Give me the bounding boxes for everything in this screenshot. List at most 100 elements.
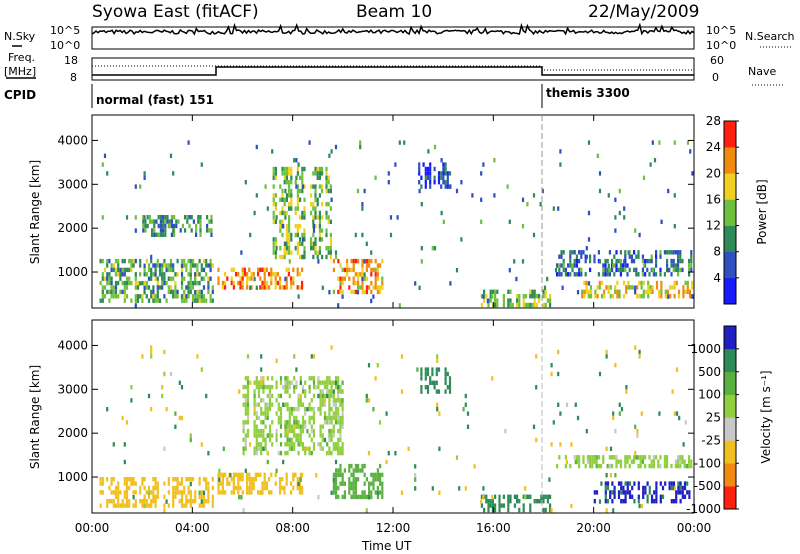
range-gate-cell bbox=[123, 272, 126, 277]
y-tick-label: 1000 bbox=[57, 470, 88, 484]
range-gate-cell bbox=[357, 494, 360, 500]
range-gate-cell bbox=[316, 250, 319, 255]
range-gate-cell bbox=[354, 485, 357, 491]
range-gate-cell bbox=[328, 406, 331, 412]
range-gate-cell bbox=[591, 463, 594, 469]
range-gate-cell bbox=[363, 463, 366, 469]
range-gate-cell bbox=[600, 481, 603, 486]
range-gate-cell bbox=[636, 433, 639, 438]
range-gate-cell bbox=[334, 415, 338, 421]
range-gate-cell bbox=[633, 455, 636, 460]
range-gate-cell bbox=[156, 294, 159, 299]
range-gate-cell bbox=[640, 280, 643, 286]
range-gate-cell bbox=[284, 433, 287, 438]
range-gate-cell bbox=[152, 263, 155, 268]
range-gate-cell bbox=[343, 490, 346, 495]
range-gate-cell bbox=[110, 294, 113, 299]
range-gate-cell bbox=[626, 272, 629, 277]
range-gate-cell bbox=[286, 442, 289, 447]
range-gate-cell bbox=[365, 477, 368, 482]
range-gate-cell bbox=[433, 144, 437, 150]
range-gate-cell bbox=[312, 376, 316, 381]
range-gate-cell bbox=[688, 289, 692, 294]
range-gate-cell bbox=[246, 280, 249, 286]
range-gate-cell bbox=[172, 485, 175, 491]
nave-tick-top: 60 bbox=[710, 54, 724, 67]
range-gate-cell bbox=[297, 424, 300, 429]
range-gate-cell bbox=[132, 481, 135, 486]
range-gate-cell bbox=[272, 241, 275, 246]
range-gate-cell bbox=[246, 490, 249, 495]
range-gate-cell bbox=[619, 272, 622, 277]
range-gate-cell bbox=[659, 254, 662, 259]
range-gate-cell bbox=[502, 302, 505, 308]
range-gate-cell bbox=[141, 499, 144, 504]
range-gate-cell bbox=[106, 171, 109, 176]
range-gate-cell bbox=[575, 272, 578, 277]
range-gate-cell bbox=[274, 250, 277, 255]
range-gate-cell bbox=[209, 298, 212, 303]
range-gate-cell bbox=[398, 140, 401, 145]
range-gate-cell bbox=[437, 171, 441, 176]
range-gate-cell bbox=[235, 472, 238, 477]
range-gate-cell bbox=[114, 494, 118, 499]
range-gate-cell bbox=[306, 446, 309, 451]
range-gate-cell bbox=[154, 263, 157, 268]
range-gate-cell bbox=[264, 406, 267, 412]
range-gate-cell bbox=[263, 477, 266, 482]
range-gate-cell bbox=[516, 302, 519, 308]
range-gate-cell bbox=[288, 411, 291, 416]
range-gate-cell bbox=[283, 180, 286, 185]
beam-title: Beam 10 bbox=[356, 2, 432, 22]
range-gate-cell bbox=[286, 402, 289, 407]
range-gate-cell bbox=[271, 149, 274, 154]
range-gate-cell bbox=[587, 210, 591, 216]
range-gate-cell bbox=[589, 289, 593, 294]
range-gate-cell bbox=[279, 228, 282, 233]
range-gate-cell bbox=[253, 411, 256, 416]
range-gate-cell bbox=[334, 411, 338, 416]
range-gate-cell bbox=[604, 485, 607, 491]
range-gate-cell bbox=[154, 503, 157, 508]
range-gate-cell bbox=[184, 215, 187, 220]
range-gate-cell bbox=[246, 276, 249, 281]
range-gate-cell bbox=[146, 223, 149, 229]
range-gate-cell bbox=[418, 171, 421, 176]
range-gate-cell bbox=[275, 384, 278, 390]
range-gate-cell bbox=[173, 215, 176, 220]
range-gate-cell bbox=[299, 215, 302, 220]
range-gate-cell bbox=[414, 464, 417, 469]
range-gate-cell bbox=[493, 193, 496, 198]
range-gate-cell bbox=[321, 393, 324, 399]
range-gate-cell bbox=[637, 254, 640, 259]
range-gate-cell bbox=[381, 485, 384, 491]
range-gate-cell bbox=[151, 228, 154, 233]
range-gate-cell bbox=[172, 276, 175, 281]
range-gate-cell bbox=[190, 228, 193, 233]
range-gate-cell bbox=[319, 428, 322, 434]
range-gate-cell bbox=[250, 490, 253, 495]
range-gate-cell bbox=[142, 223, 145, 229]
range-gate-cell bbox=[310, 202, 313, 207]
range-gate-cell bbox=[674, 463, 677, 469]
range-gate-cell bbox=[533, 289, 536, 294]
range-gate-cell bbox=[308, 140, 311, 145]
range-gate-cell bbox=[290, 424, 294, 429]
range-gate-cell bbox=[143, 494, 146, 499]
range-gate-cell bbox=[312, 420, 316, 425]
range-gate-cell bbox=[350, 494, 353, 500]
range-gate-cell bbox=[185, 499, 188, 504]
range-gate-cell bbox=[337, 450, 340, 456]
range-gate-cell bbox=[299, 442, 302, 447]
range-gate-cell bbox=[158, 285, 162, 290]
range-gate-cell bbox=[143, 267, 146, 273]
range-gate-cell bbox=[620, 485, 623, 491]
range-gate-cell bbox=[274, 237, 277, 242]
range-gate-cell bbox=[139, 499, 142, 504]
colorbar-segment bbox=[724, 486, 736, 510]
range-gate-cell bbox=[581, 294, 584, 299]
range-gate-cell bbox=[301, 415, 305, 421]
range-gate-cell bbox=[285, 472, 288, 477]
range-gate-cell bbox=[640, 503, 643, 509]
